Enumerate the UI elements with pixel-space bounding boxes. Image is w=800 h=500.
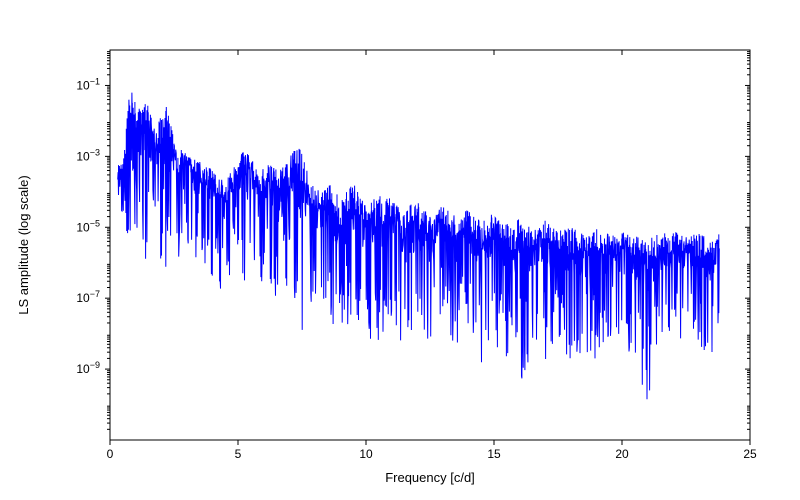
svg-text:10−5: 10−5 bbox=[76, 218, 100, 234]
svg-text:20: 20 bbox=[615, 447, 629, 461]
chart-svg: 0 5 10 15 20 25 10−9 10−7 10−5 10−3 10−1 Frequency … bbox=[0, 0, 800, 500]
svg-text:10: 10 bbox=[359, 447, 373, 461]
y-axis-label: LS amplitude (log scale) bbox=[16, 175, 31, 314]
svg-text:10−9: 10−9 bbox=[76, 360, 100, 376]
svg-text:5: 5 bbox=[235, 447, 242, 461]
x-axis-label: Frequency [c/d] bbox=[385, 470, 475, 485]
svg-text:25: 25 bbox=[743, 447, 757, 461]
periodogram-chart: 0 5 10 15 20 25 10−9 10−7 10−5 10−3 10−1 Frequency … bbox=[0, 0, 800, 500]
svg-text:10−7: 10−7 bbox=[76, 289, 100, 305]
svg-text:0: 0 bbox=[107, 447, 114, 461]
svg-text:10−3: 10−3 bbox=[76, 147, 100, 163]
svg-text:15: 15 bbox=[487, 447, 501, 461]
spectrum-line bbox=[118, 93, 720, 400]
svg-text:10−1: 10−1 bbox=[76, 76, 100, 92]
